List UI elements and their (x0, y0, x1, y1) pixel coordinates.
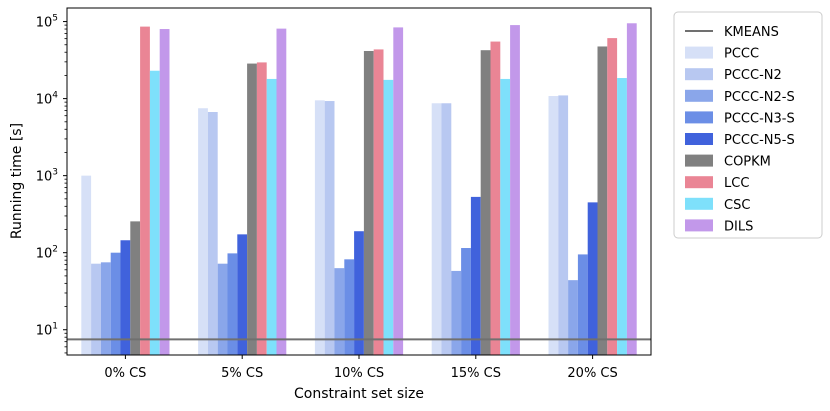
legend-label-kmeans: KMEANS (724, 25, 779, 40)
bar-pccc-n2-s-0 (100, 262, 111, 355)
bar-pccc-n2-2 (324, 101, 335, 355)
bar-dils-1 (276, 28, 287, 356)
legend: KMEANS PCCC PCCC-N2 PCCC-N2-S PCCC-N3-S PCCC-… (673, 11, 823, 239)
bar-copkm-3 (480, 50, 491, 355)
legend-swatch-pccc-n3-s (685, 111, 713, 124)
x-tick-label: 20% CS (567, 366, 617, 381)
bar-pccc-n2-4 (558, 95, 569, 356)
bar-copkm-0 (130, 221, 141, 355)
y-tick-label: 103 (36, 168, 58, 185)
bar-pccc-0 (81, 175, 92, 355)
y-axis-label: Running time [s] (9, 123, 25, 239)
legend-swatch-csc (685, 197, 713, 210)
bar-pccc-4 (548, 96, 559, 355)
bar-lcc-0 (140, 26, 150, 356)
legend-label-lcc: LCC (724, 176, 749, 191)
legend-swatch-copkm (685, 154, 713, 167)
bar-pccc-1 (198, 108, 208, 355)
bar-csc-3 (500, 78, 511, 355)
bar-copkm-2 (363, 50, 374, 356)
bar-pccc-n3-s-3 (461, 248, 471, 355)
x-tick-label: 5% CS (221, 366, 263, 381)
legend-label-pccc-n3-s: PCCC-N3-S (724, 111, 795, 126)
bar-copkm-4 (597, 46, 608, 355)
x-tick-label: 0% CS (104, 366, 146, 381)
y-tick-label: 105 (36, 14, 58, 31)
bar-pccc-n2-s-1 (217, 263, 228, 355)
bar-pccc-n5-s-1 (237, 234, 248, 355)
bar-pccc-n3-s-1 (227, 253, 238, 355)
y-tick-label: 101 (36, 322, 58, 339)
legend-swatch-lcc (685, 176, 713, 189)
bar-csc-2 (383, 79, 394, 355)
bar-pccc-n2-s-4 (568, 280, 578, 355)
bar-pccc-n3-s-4 (577, 254, 588, 355)
bar-lcc-4 (607, 38, 618, 356)
bar-lcc-1 (256, 62, 267, 355)
y-tick-label: 102 (36, 245, 58, 262)
bar-pccc-n5-s-4 (587, 202, 598, 355)
bar-csc-4 (617, 78, 627, 355)
y-tick-label: 104 (36, 91, 59, 108)
legend-swatch-pccc-n2-s (685, 89, 713, 102)
bar-csc-0 (149, 70, 160, 356)
bar-csc-1 (266, 78, 277, 355)
bar-pccc-n2-0 (91, 263, 101, 355)
legend-label-pccc-n2: PCCC-N2 (724, 68, 782, 83)
legend-label-pccc-n5-s: PCCC-N5-S (724, 133, 795, 148)
bar-dils-4 (626, 23, 637, 356)
legend-label-pccc-n2-s: PCCC-N2-S (724, 90, 795, 105)
bar-pccc-n2-s-3 (451, 270, 462, 355)
bar-pccc-n5-s-3 (470, 196, 481, 355)
bar-pccc-n2-s-2 (334, 268, 345, 355)
legend-swatch-dils (685, 219, 713, 232)
bar-pccc-n3-s-0 (110, 252, 121, 355)
legend-label-dils: DILS (724, 219, 753, 234)
bar-dils-0 (159, 29, 170, 356)
bar-pccc-n2-1 (207, 112, 218, 355)
bar-lcc-2 (373, 49, 384, 356)
legend-label-pccc: PCCC (724, 47, 759, 62)
x-tick-label: 15% CS (451, 366, 501, 381)
bar-dils-3 (510, 25, 520, 356)
bar-pccc-2 (314, 100, 325, 355)
x-tick-label: 10% CS (334, 366, 384, 381)
x-axis-label: Constraint set size (294, 386, 424, 402)
bars-layer (81, 23, 637, 356)
bar-pccc-n2-3 (441, 103, 452, 356)
bar-pccc-n5-s-0 (120, 240, 131, 355)
legend-swatch-pccc (685, 46, 713, 59)
bar-dils-2 (393, 27, 404, 356)
legend-swatch-pccc-n2 (685, 68, 713, 81)
x-axis-ticks: 0% CS 5% CS 10% CS 15% CS 20% CS (104, 355, 618, 381)
y-axis-ticks: 101 102 103 104 105 (36, 14, 67, 354)
legend-swatch-pccc-n5-s (685, 133, 713, 145)
bar-pccc-3 (431, 103, 442, 356)
legend-label-copkm: COPKM (724, 155, 771, 170)
bar-copkm-1 (247, 63, 257, 355)
bar-pccc-n5-s-2 (354, 231, 364, 355)
bar-pccc-n3-s-2 (344, 259, 355, 355)
legend-label-csc: CSC (724, 198, 750, 213)
bar-lcc-3 (490, 41, 501, 355)
